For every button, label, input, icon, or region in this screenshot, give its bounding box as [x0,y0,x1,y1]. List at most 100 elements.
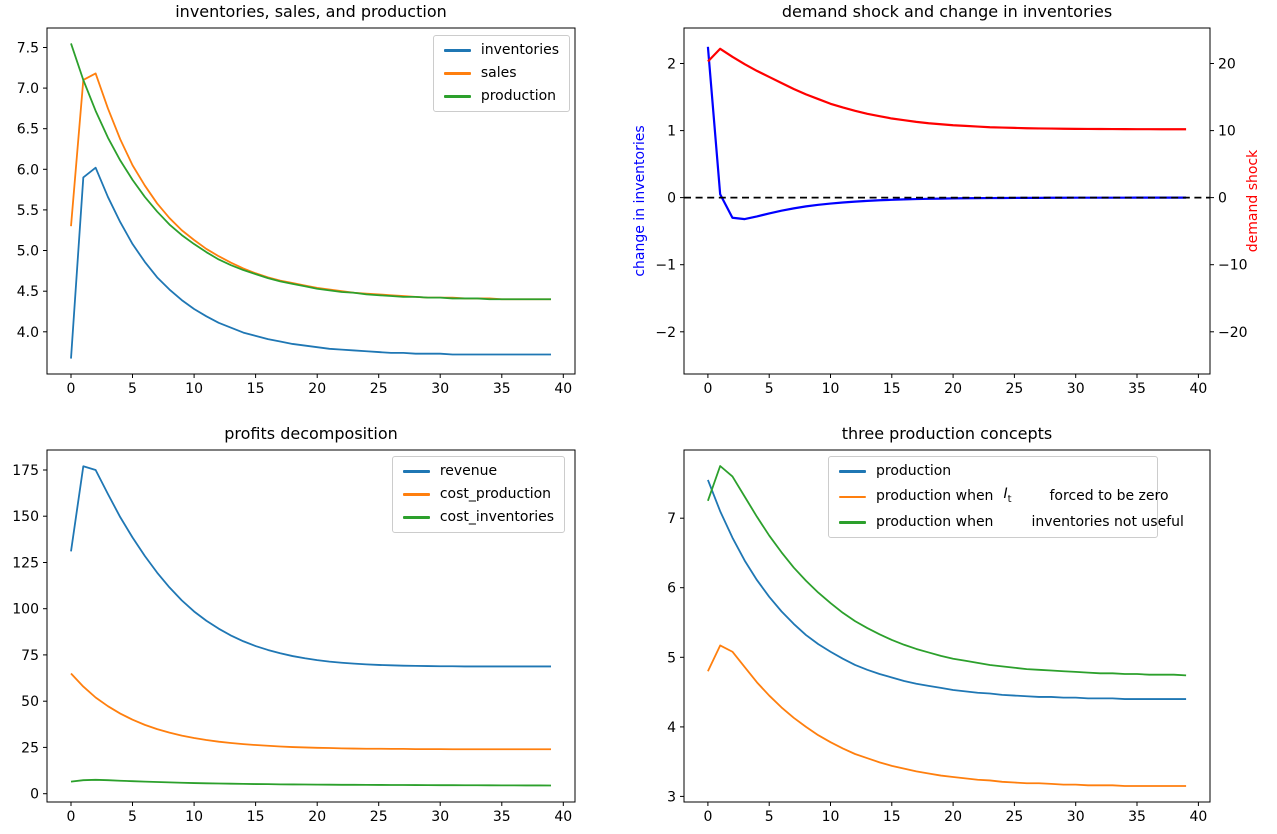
legend-entry: production when inventories not useful [839,513,1184,531]
legend-line-swatch [839,521,866,524]
y-tick-label: 75 [21,648,39,664]
math-base: I [1003,486,1008,502]
legend-three-production-concepts: production production when It forced to be… [828,456,1184,538]
y-tick-label-right: 0 [1218,191,1227,207]
legend-entry: production [839,463,1147,480]
legend-label: revenue [439,463,498,479]
axes-frame-inventories-sales-production [46,27,576,375]
y-tick-label: 7.5 [17,41,39,57]
x-tick-label: 10 [185,381,203,397]
y-tick-label: 5.5 [17,203,39,219]
y-tick-label: 2 [667,57,676,73]
legend-line-swatch [402,470,430,473]
y-tick-label: 50 [21,694,39,710]
y-tick-label: 4.0 [17,325,39,341]
y-tick-label: 1 [667,124,676,140]
x-tick-label: 40 [1189,809,1207,825]
legend-profits-decomposition: revenue cost_production cost_inventories [391,456,565,533]
y-tick-label: 0 [30,787,39,803]
legend-label: cost_inventories [439,509,554,525]
legend-line-swatch [839,495,866,499]
x-tick-label: 15 [247,381,265,397]
x-tick-label: 35 [1128,809,1146,825]
legend-label: production [480,88,557,104]
x-tick-label: 25 [370,381,388,397]
legend-entry: production when It forced to be zero [839,486,1169,508]
x-tick-label: 20 [308,381,326,397]
x-tick-label: 0 [67,809,76,825]
legend-line-swatch [839,470,866,473]
x-tick-label: 5 [765,381,774,397]
legend-label-pre: production when [876,513,994,530]
legend-entry: revenue [402,463,554,480]
x-tick-label: 15 [883,381,901,397]
axes-frame-profits-decomposition [46,449,576,803]
x-tick-label: 30 [431,381,449,397]
x-tick-label: 20 [308,809,326,825]
x-tick-label: 25 [370,809,388,825]
y-axis-label-right: demand shock [1245,149,1261,253]
legend-inventories-sales-production: inventories sales production [432,35,570,112]
x-tick-label: 40 [1189,381,1207,397]
y-tick-label: 175 [12,463,39,479]
legend-line-swatch [443,95,471,98]
legend-label-post: forced to be zero [1049,488,1169,505]
series-line-change-in-inventories [706,46,1187,221]
y-tick-label: 4 [667,720,676,736]
legend-math-symbol: It [1003,486,1011,508]
x-tick-label: 15 [247,809,265,825]
y-tick-label: 5 [667,650,676,666]
y-tick-label-right: 10 [1218,124,1236,140]
legend-entry: production [443,88,559,105]
x-tick-label: 10 [822,381,840,397]
legend-line-swatch [402,516,430,519]
y-tick-label: 25 [21,740,39,756]
x-tick-label: 15 [883,809,901,825]
y-tick-label-right: 20 [1218,57,1236,73]
legend-label: cost_production [439,486,552,502]
y-tick-label-right: −20 [1218,325,1248,341]
series-line-revenue [70,465,551,668]
chart-title-demand-shock-change-in-inventories: demand shock and change in inventories [781,2,1113,21]
x-tick-label: 40 [554,381,572,397]
y-tick-label: 6 [667,581,676,597]
x-tick-label: 25 [1005,809,1023,825]
x-tick-label: 30 [1067,809,1085,825]
y-tick-label: 7 [667,511,676,527]
y-tick-label: 150 [12,509,39,525]
x-tick-label: 20 [944,381,962,397]
x-tick-label: 20 [944,809,962,825]
series-line-production [70,43,551,301]
legend-entry: cost_inventories [402,509,554,526]
legend-line-swatch [443,49,471,52]
y-tick-label: 5.0 [17,244,39,260]
series-line-inventories [70,166,551,359]
legend-entry: cost_production [402,486,554,503]
legend-entry: inventories [443,42,559,59]
legend-entry: sales [443,65,559,82]
chart-title-three-production-concepts: three production concepts [841,424,1053,443]
y-tick-label: 125 [12,556,39,572]
series-line-production [707,479,1187,700]
x-tick-label: 30 [1067,381,1085,397]
series-line-demand-shock [707,47,1187,131]
x-tick-label: 0 [67,381,76,397]
x-tick-label: 35 [493,381,511,397]
y-tick-label: 7.0 [17,81,39,97]
chart-title-inventories-sales-production: inventories, sales, and production [175,2,447,21]
x-tick-label: 0 [703,809,712,825]
y-tick-label: 0 [667,191,676,207]
x-tick-label: 5 [128,381,137,397]
chart-title-profits-decomposition: profits decomposition [224,424,398,443]
axes-frame-demand-shock-change-in-inventories [683,27,1211,375]
legend-label-pre: production when [876,488,994,505]
y-tick-label-right: −10 [1218,258,1248,274]
legend-label: production [876,463,952,479]
y-axis-label-left: change in inventories [632,125,648,277]
x-tick-label: 10 [185,809,203,825]
axes-frame-three-production-concepts [683,449,1211,803]
legend-line-swatch [443,72,471,75]
x-tick-label: 0 [703,381,712,397]
x-tick-label: 5 [765,809,774,825]
